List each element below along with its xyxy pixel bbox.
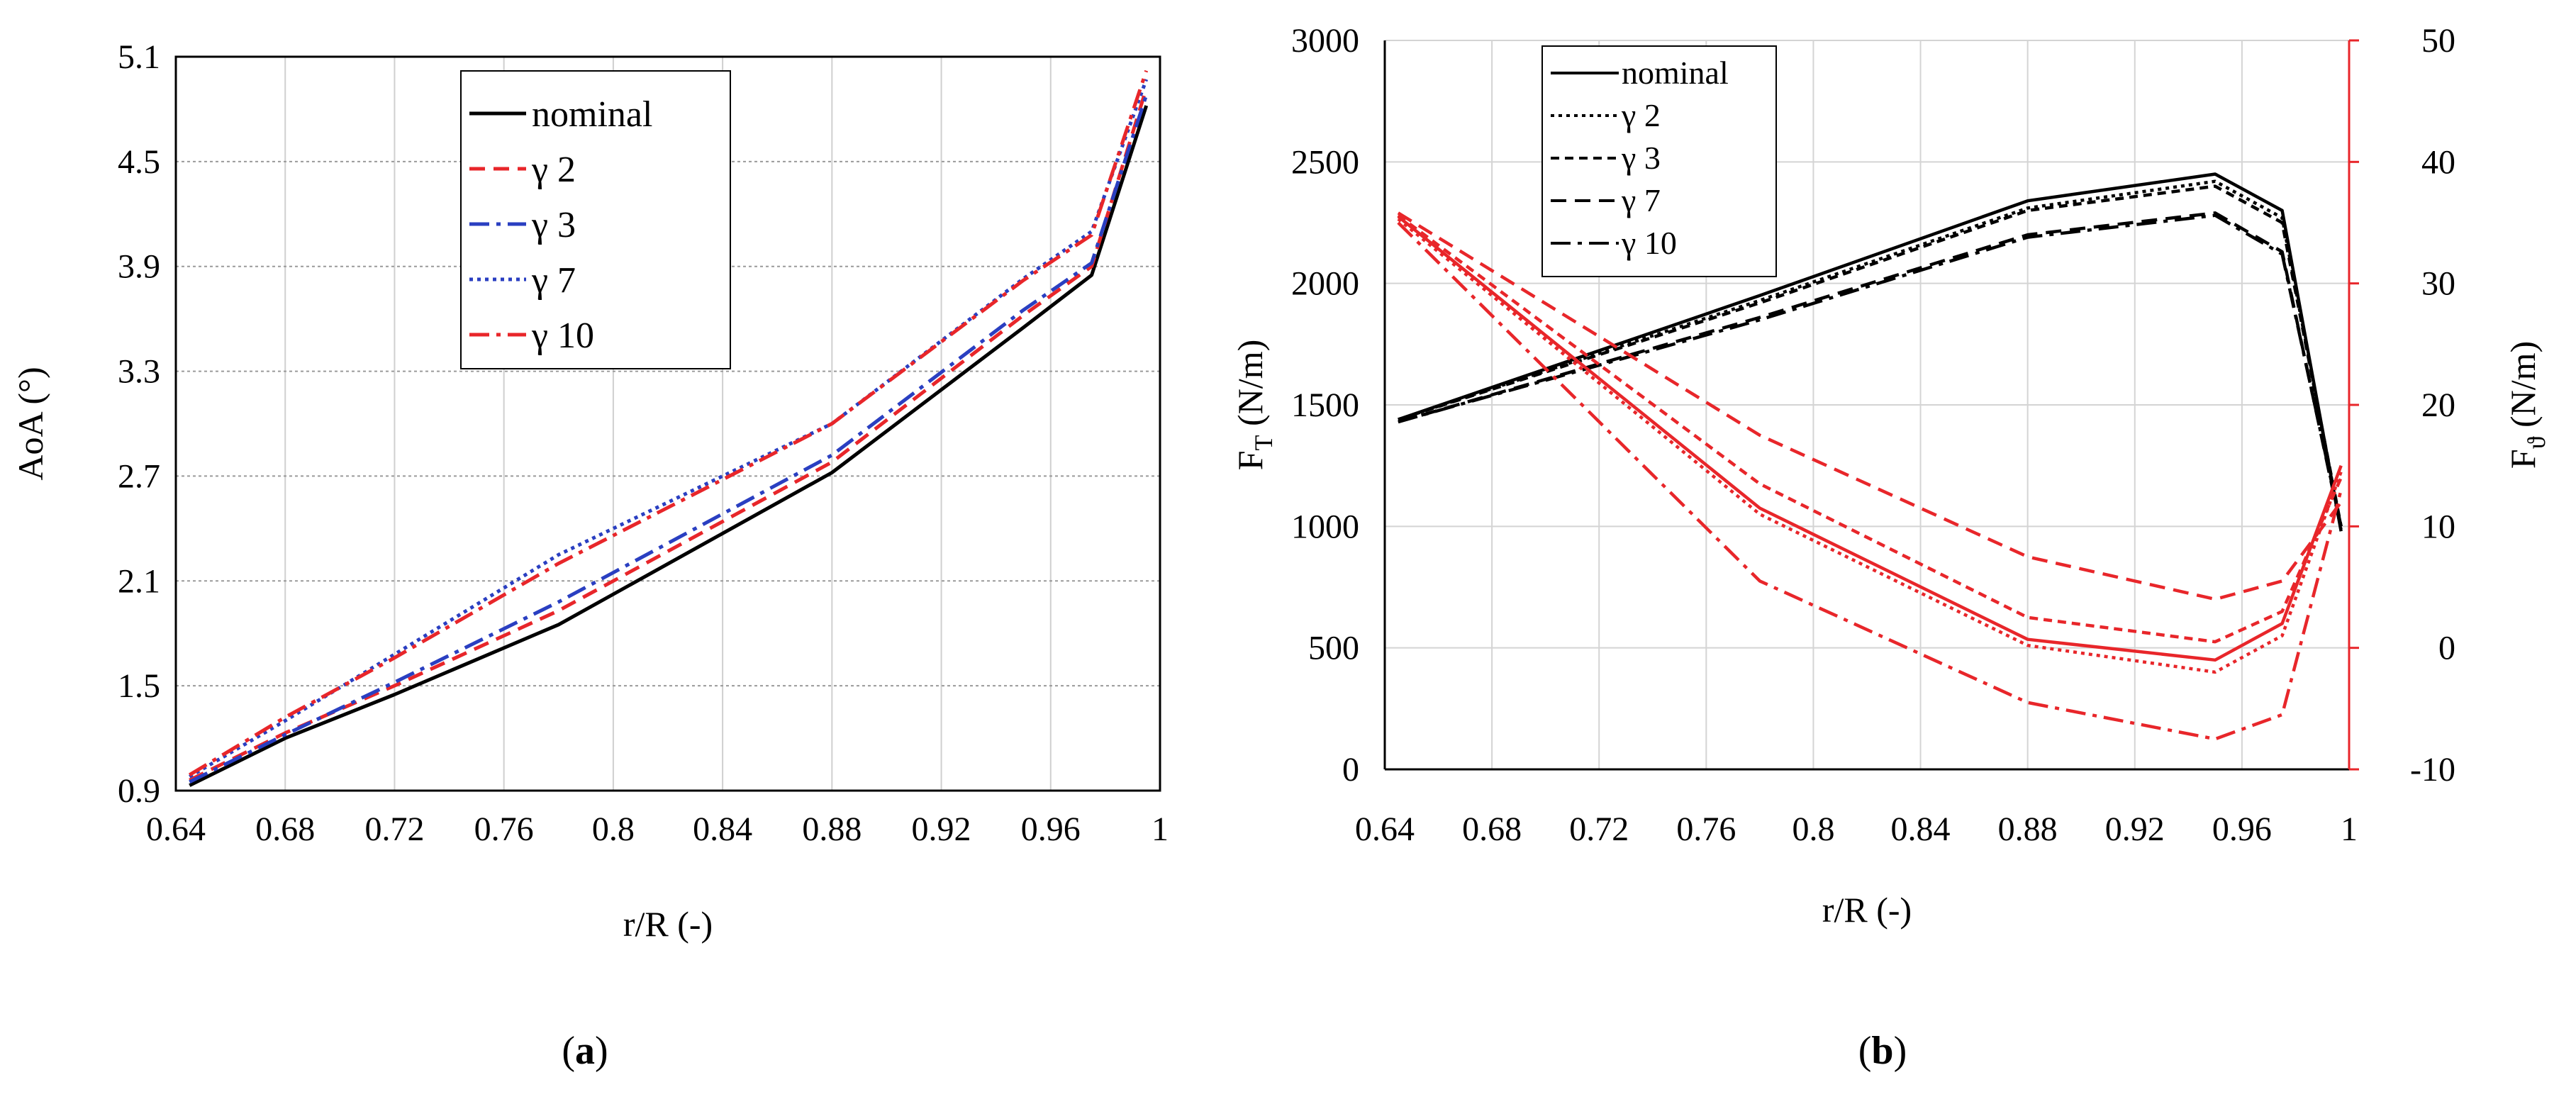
legend-label: γ 7	[1621, 182, 1661, 218]
legend-label: γ 7	[531, 260, 576, 301]
x-tick-label: 0.92	[2105, 810, 2165, 848]
x-tick-label: 0.96	[2212, 810, 2272, 848]
x-tick-label: 0.64	[1355, 810, 1415, 848]
legend-label: γ 2	[531, 150, 576, 190]
legend-box	[1541, 45, 1777, 277]
y2-tick-label: 0	[2438, 630, 2455, 667]
x-tick-label: 0.68	[255, 810, 315, 848]
y-tick-label: 3.3	[118, 353, 160, 391]
x-tick-label: 0.92	[912, 810, 971, 848]
legend-label: γ 10	[531, 316, 594, 356]
x-tick-label: 0.8	[1792, 810, 1834, 848]
x-tick-label: 0.84	[693, 810, 752, 848]
y2-tick-label: 50	[2421, 22, 2455, 60]
panel-label-b: (b)	[1858, 1029, 1907, 1073]
chart-a-aoa: 0.64 0.68 0.72 0.76 0.8 0.84 0.88 0.92 0.96 1 0.9 1…	[11, 38, 1169, 1073]
series-line-2	[1398, 184, 2343, 527]
legend: nominal γ 2 γ 3 γ 7 γ 10	[1541, 45, 1777, 277]
y-tick-label: 4.5	[118, 143, 160, 181]
y2-tick-label: 30	[2421, 265, 2455, 303]
series-line-9	[1397, 221, 2343, 741]
panel-label-open: (	[1858, 1029, 1872, 1073]
y-axis-label-unit: (N/m)	[1230, 340, 1270, 435]
x-tick-label: 1	[2341, 810, 2358, 848]
series-line-2	[189, 94, 1149, 784]
y2-axis-label-main: F	[2503, 449, 2543, 469]
y-tick-label: 3.9	[118, 248, 160, 286]
x-tick-label: 0.88	[802, 810, 862, 848]
series-line-8	[1397, 211, 2343, 601]
series-line-1	[1398, 179, 2343, 530]
x-tick-label: 0.84	[1891, 810, 1951, 848]
y-axis-label: AoA (°)	[11, 367, 50, 480]
y2-axis-label: Fϑ (N/m)	[2503, 341, 2550, 469]
y-tick-label: 0	[1342, 751, 1359, 788]
y-tick-label: 3000	[1291, 22, 1359, 60]
legend-box	[460, 70, 731, 369]
panel-label-letter: b	[1871, 1029, 1893, 1073]
legend-label: γ 10	[1621, 225, 1677, 261]
y2-axis-label-sub: ϑ	[2522, 436, 2550, 449]
x-tick-label: 0.8	[592, 810, 635, 848]
y-tick-label: 1500	[1291, 386, 1359, 424]
legend-label: γ 3	[1621, 140, 1661, 176]
x-tick-label: 0.76	[1676, 810, 1736, 848]
panel-label-open: (	[562, 1029, 575, 1073]
y2-tick-label: 20	[2421, 386, 2455, 424]
x-tick-label: 0.96	[1021, 810, 1081, 848]
y-tick-label: 1000	[1291, 508, 1359, 545]
series-line-5	[1397, 215, 2343, 662]
plot-frame	[174, 55, 1161, 792]
y-tick-label: 500	[1308, 630, 1359, 667]
y2-axis-label-unit: (N/m)	[2503, 341, 2543, 437]
y-tick-label: 1.5	[118, 667, 160, 705]
x-axis-label: r/R (-)	[623, 904, 713, 944]
legend-label: nominal	[532, 94, 652, 135]
legend-label: γ 3	[531, 205, 576, 245]
chart-b-forces: 0.64 0.68 0.72 0.76 0.8 0.84 0.88 0.92 0.96 10500…	[1230, 22, 2550, 1073]
series-line-4	[1398, 213, 2343, 527]
panel-label-letter: a	[575, 1029, 595, 1073]
series-line-0	[1398, 172, 2343, 532]
y-tick-label: 2.1	[118, 562, 160, 600]
series-line-0	[189, 105, 1149, 787]
panel-label-a: (a)	[562, 1029, 608, 1073]
y-axis-label-sub: T	[1249, 435, 1278, 450]
y-tick-label: 2.7	[118, 457, 160, 495]
series-line-4	[189, 69, 1149, 776]
panel-label-close: )	[595, 1029, 608, 1073]
x-tick-label: 0.68	[1462, 810, 1522, 848]
y-tick-label: 5.1	[118, 38, 160, 76]
y-axis-label: FT (N/m)	[1230, 340, 1278, 471]
series-line-7	[1397, 213, 2343, 644]
x-axis-label: r/R (-)	[1822, 890, 1912, 930]
y2-tick-label: -10	[2410, 751, 2455, 788]
legend-label: nominal	[1622, 55, 1729, 91]
x-tick-label: 1	[1152, 810, 1169, 848]
panel-label-close: )	[1894, 1029, 1907, 1073]
y-tick-label: 2000	[1291, 265, 1359, 303]
y2-tick-label: 10	[2421, 508, 2455, 545]
y2-tick-label: 40	[2421, 143, 2455, 181]
x-tick-label: 0.64	[146, 810, 206, 848]
x-tick-label: 0.72	[364, 810, 424, 848]
x-tick-label: 0.88	[1998, 810, 2058, 848]
series-line-6	[1397, 218, 2343, 674]
legend: nominal γ 2 γ 3 γ 7 γ 10	[460, 70, 731, 369]
legend-label: γ 2	[1621, 97, 1661, 133]
x-tick-label: 0.72	[1569, 810, 1629, 848]
y-tick-label: 0.9	[118, 772, 160, 810]
x-tick-label: 0.76	[474, 810, 534, 848]
y-tick-label: 2500	[1291, 143, 1359, 181]
y-axis-label-main: F	[1230, 450, 1270, 470]
